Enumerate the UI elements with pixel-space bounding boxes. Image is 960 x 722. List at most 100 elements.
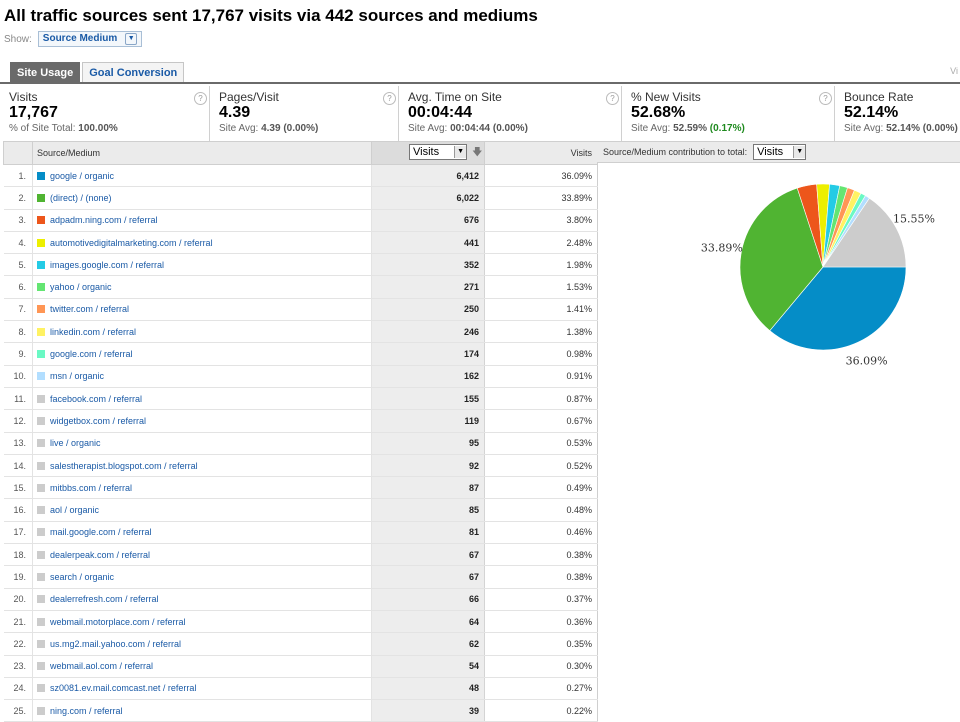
chevron-down-icon[interactable]: ▼ — [454, 146, 467, 158]
source-link[interactable]: adpadm.ning.com / referral — [50, 215, 158, 226]
color-swatch — [37, 572, 45, 581]
row-index: 24. — [3, 677, 33, 701]
source-link[interactable]: live / organic — [50, 438, 101, 449]
sort-desc-icon[interactable]: 🡇 — [472, 147, 483, 158]
row-index: 1. — [3, 164, 33, 188]
source-link[interactable]: twitter.com / referral — [50, 304, 130, 315]
percent-cell: 0.91% — [484, 365, 598, 388]
row-index: 22. — [3, 632, 33, 656]
percent-cell: 1.53% — [484, 275, 598, 299]
column-header-visits-select[interactable]: Visits ▼ 🡇 — [371, 141, 485, 165]
row-index: 4. — [3, 231, 33, 255]
show-dimension-select[interactable]: Source Medium ▼ — [37, 31, 143, 47]
pie-metric-select[interactable]: Visits ▼ — [753, 144, 807, 160]
chevron-down-icon[interactable]: ▼ — [793, 146, 806, 158]
source-link[interactable]: google.com / referral — [50, 349, 133, 360]
column-header-source[interactable]: Source/Medium — [32, 141, 372, 165]
pie-slice[interactable] — [739, 187, 824, 332]
visits-cell: 352 — [371, 253, 485, 277]
metric-select[interactable]: Visits ▼ — [409, 144, 468, 160]
source-link[interactable]: us.mg2.mail.yahoo.com / referral — [50, 638, 182, 649]
source-link[interactable]: webmail.motorplace.com / referral — [50, 616, 186, 627]
source-link[interactable]: search / organic — [50, 571, 115, 582]
pie-select-value: Visits — [757, 146, 784, 158]
percent-cell: 0.36% — [484, 610, 598, 634]
source-cell: twitter.com / referral — [32, 298, 372, 322]
source-link[interactable]: webmail.aol.com / referral — [50, 661, 154, 672]
color-swatch — [37, 327, 45, 336]
help-icon[interactable]: ? — [606, 92, 619, 105]
row-index: 25. — [3, 699, 33, 722]
source-link[interactable]: dealerpeak.com / referral — [50, 549, 151, 560]
column-header-visits[interactable]: Visits — [484, 141, 598, 165]
row-index: 17. — [3, 521, 33, 545]
row-index: 8. — [3, 320, 33, 344]
metric-select-value: Visits — [413, 146, 440, 158]
table-row: 15. mitbbs.com / referral 87 0.49% — [3, 476, 598, 500]
pie-panel: Source/Medium contribution to total: Vis… — [597, 141, 960, 720]
source-cell: automotivedigitalmarketing.com / referra… — [32, 231, 372, 255]
visits-cell: 271 — [371, 275, 485, 299]
source-link[interactable]: mitbbs.com / referral — [50, 482, 133, 493]
metric-sub-prefix: Site Avg: — [631, 123, 674, 134]
tab-goal-conversion[interactable]: Goal Conversion — [82, 62, 185, 82]
pie-slice[interactable] — [822, 197, 907, 268]
visits-cell: 62 — [371, 632, 485, 656]
help-icon[interactable]: ? — [194, 92, 207, 105]
data-table: Source/Medium Visits ▼ 🡇 Visits 1. google /… — [3, 141, 598, 722]
pie-data-label: 36.09% — [846, 354, 888, 367]
pie-header-label: Source/Medium contribution to total: — [603, 147, 748, 157]
source-link[interactable]: facebook.com / referral — [50, 393, 143, 404]
metric-value: 17,767 — [9, 104, 58, 121]
source-link[interactable]: mail.google.com / referral — [50, 527, 152, 538]
metric-sub-value: 52.14% (0.00%) — [886, 123, 958, 134]
pie-chart: 36.09% 33.89% 15.55% — [701, 183, 935, 367]
view-control-edge[interactable]: Vi — [950, 66, 958, 76]
table-row: 4. automotivedigitalmarketing.com / refer… — [3, 231, 598, 255]
source-link[interactable]: images.google.com / referral — [50, 259, 165, 270]
source-cell: google / organic — [32, 164, 372, 188]
color-swatch — [37, 260, 45, 269]
metrics-summary: Visits 17,767 % of Site Total: 100.00% ?… — [0, 86, 960, 141]
row-index: 10. — [3, 365, 33, 388]
percent-cell: 36.09% — [484, 164, 598, 188]
table-row: 13. live / organic 95 0.53% — [3, 432, 598, 455]
percent-cell: 0.48% — [484, 498, 598, 522]
percent-cell: 3.80% — [484, 209, 598, 232]
source-link[interactable]: salestherapist.blogspot.com / referral — [50, 460, 198, 471]
source-link[interactable]: ning.com / referral — [50, 705, 123, 716]
source-link[interactable]: msn / organic — [50, 371, 105, 382]
help-icon[interactable]: ? — [819, 92, 832, 105]
source-link[interactable]: google / organic — [50, 170, 115, 181]
visits-cell: 155 — [371, 387, 485, 411]
visits-cell: 92 — [371, 454, 485, 478]
source-cell: google.com / referral — [32, 342, 372, 366]
visits-cell: 67 — [371, 565, 485, 589]
help-icon[interactable]: ? — [383, 92, 396, 105]
source-link[interactable]: (direct) / (none) — [50, 192, 112, 203]
percent-cell: 0.52% — [484, 454, 598, 478]
metric-sub-delta: (0.17%) — [709, 123, 745, 134]
source-link[interactable]: aol / organic — [50, 505, 100, 516]
source-link[interactable]: linkedin.com / referral — [50, 326, 137, 337]
tab-site-usage[interactable]: Site Usage — [10, 62, 81, 82]
source-link[interactable]: widgetbox.com / referral — [50, 415, 147, 426]
metric-new-visits: % New Visits 52.68% Site Avg: 52.59% (0.… — [622, 86, 835, 141]
source-link[interactable]: dealerrefresh.com / referral — [50, 594, 159, 605]
table-row: 20. dealerrefresh.com / referral 66 0.37% — [3, 588, 598, 611]
chevron-down-icon[interactable]: ▼ — [125, 33, 138, 45]
metric-label: Bounce Rate — [844, 90, 914, 104]
metric-label: Avg. Time on Site — [408, 90, 502, 104]
row-index: 3. — [3, 209, 33, 232]
pie-slice[interactable] — [769, 266, 907, 351]
percent-cell: 0.53% — [484, 432, 598, 455]
metric-value: 4.39 — [219, 104, 251, 121]
color-swatch — [37, 238, 45, 247]
source-link[interactable]: automotivedigitalmarketing.com / referra… — [50, 237, 213, 248]
source-cell: webmail.motorplace.com / referral — [32, 610, 372, 634]
metric-sub-prefix: Site Avg: — [844, 123, 887, 134]
percent-cell: 33.89% — [484, 186, 598, 210]
source-link[interactable]: yahoo / organic — [50, 282, 112, 293]
source-link[interactable]: sz0081.ev.mail.comcast.net / referral — [50, 683, 197, 694]
visits-cell: 250 — [371, 298, 485, 322]
